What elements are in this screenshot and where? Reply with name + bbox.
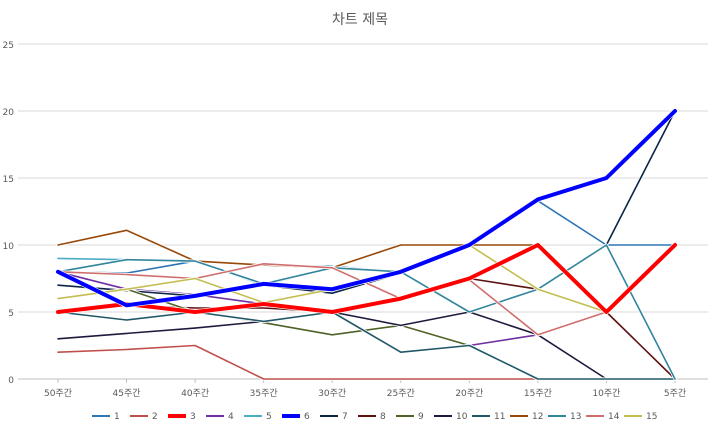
x-tick-label: 5주간 [664,388,686,399]
legend-label: 7 [342,412,348,422]
legend-item-2: 2 [130,412,158,422]
y-tick-label: 10 [3,242,15,252]
legend-label: 9 [418,412,424,422]
series-14 [56,243,677,337]
legend-item-12: 12 [510,412,543,422]
y-tick-label: 20 [3,108,15,118]
series-14-line [57,244,676,336]
series-11-line [57,311,676,380]
x-axis: 50주간 45주간 40주간 35주간 30주간 25주간 20주간 15주간 10주간 5주간 [44,379,686,399]
x-tick-label: 40주간 [181,388,209,399]
series-6 [55,108,678,308]
legend-item-10: 10 [434,412,468,422]
y-axis: 0 5 10 15 20 25 [3,41,15,386]
x-tick-label: 15주간 [524,388,552,399]
legend-item-1: 1 [92,412,120,422]
legend-item-14: 14 [586,412,620,422]
x-tick-label: 10주간 [592,388,620,399]
legend-item-9: 9 [396,412,424,422]
legend-label: 12 [532,412,543,422]
x-tick-label: 35주간 [250,388,278,399]
legend-item-13: 13 [548,412,581,422]
legend-label: 11 [494,412,505,422]
series-lines [55,108,678,381]
series-13-line [57,244,676,380]
chart-title: 차트 제목 [332,12,388,28]
legend-item-15: 15 [624,412,657,422]
legend-label: 14 [608,412,620,422]
x-tick-label: 30주간 [318,388,346,399]
legend-label: 4 [228,412,234,422]
legend-label: 13 [570,412,581,422]
legend-label: 10 [456,412,468,422]
series-3 [55,242,678,315]
legend-item-4: 4 [206,412,234,422]
series-13 [56,243,677,381]
legend-label: 1 [114,412,120,422]
x-tick-label: 45주간 [113,388,141,399]
legend-label: 15 [646,412,657,422]
x-tick-label: 25주간 [387,388,415,399]
series-3-line [56,243,677,314]
legend-item-6: 6 [282,412,310,422]
series-10-line [57,311,676,380]
legend-label: 3 [190,412,196,422]
x-tick-label: 50주간 [44,388,72,399]
legend-label: 5 [266,412,272,422]
legend-item-11: 11 [472,412,505,422]
legend-item-8: 8 [358,412,386,422]
legend-label: 2 [152,412,158,422]
legend: 1 2 3 4 5 6 7 8 9 10 11 12 13 14 15 [92,412,657,422]
x-tick-label: 20주간 [455,388,483,399]
y-tick-label: 0 [8,376,14,386]
legend-item-3: 3 [168,412,196,422]
y-tick-label: 25 [3,41,14,51]
legend-label: 8 [380,412,386,422]
legend-label: 6 [304,412,310,422]
legend-item-7: 7 [320,412,348,422]
series-6-line [56,109,677,308]
series-10 [56,310,677,381]
y-tick-label: 5 [8,309,14,319]
y-tick-label: 15 [3,175,14,185]
series-11 [56,310,677,381]
legend-item-5: 5 [244,412,272,422]
